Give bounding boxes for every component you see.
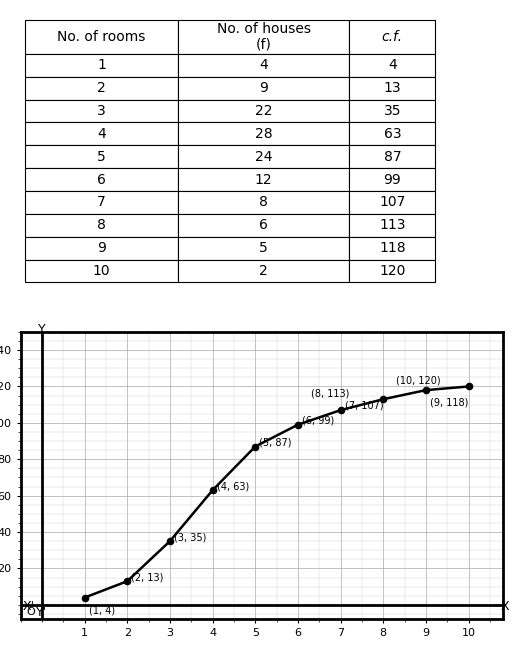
Text: (3, 35): (3, 35) — [174, 532, 206, 542]
Text: (5, 87): (5, 87) — [260, 438, 292, 447]
Text: (10, 120): (10, 120) — [397, 376, 441, 386]
Point — [208, 485, 216, 496]
Point — [464, 381, 472, 391]
Point — [251, 442, 260, 452]
Point — [166, 536, 174, 546]
Text: (6, 99): (6, 99) — [302, 416, 334, 426]
Text: (9, 118): (9, 118) — [430, 397, 468, 408]
Text: (7, 107): (7, 107) — [345, 401, 383, 411]
Point — [379, 394, 387, 405]
Text: X: X — [501, 600, 509, 614]
Text: Y: Y — [38, 322, 46, 335]
Text: (1, 4): (1, 4) — [89, 605, 115, 615]
Text: (4, 63): (4, 63) — [216, 481, 249, 491]
Point — [422, 385, 430, 395]
Point — [81, 592, 89, 603]
Point — [123, 576, 131, 587]
Text: Y': Y' — [36, 606, 47, 619]
Text: X': X' — [23, 600, 35, 614]
Point — [294, 419, 302, 430]
Point — [337, 405, 345, 415]
Text: (2, 13): (2, 13) — [131, 572, 164, 582]
Text: (8, 113): (8, 113) — [311, 389, 349, 399]
Text: O: O — [27, 607, 35, 617]
